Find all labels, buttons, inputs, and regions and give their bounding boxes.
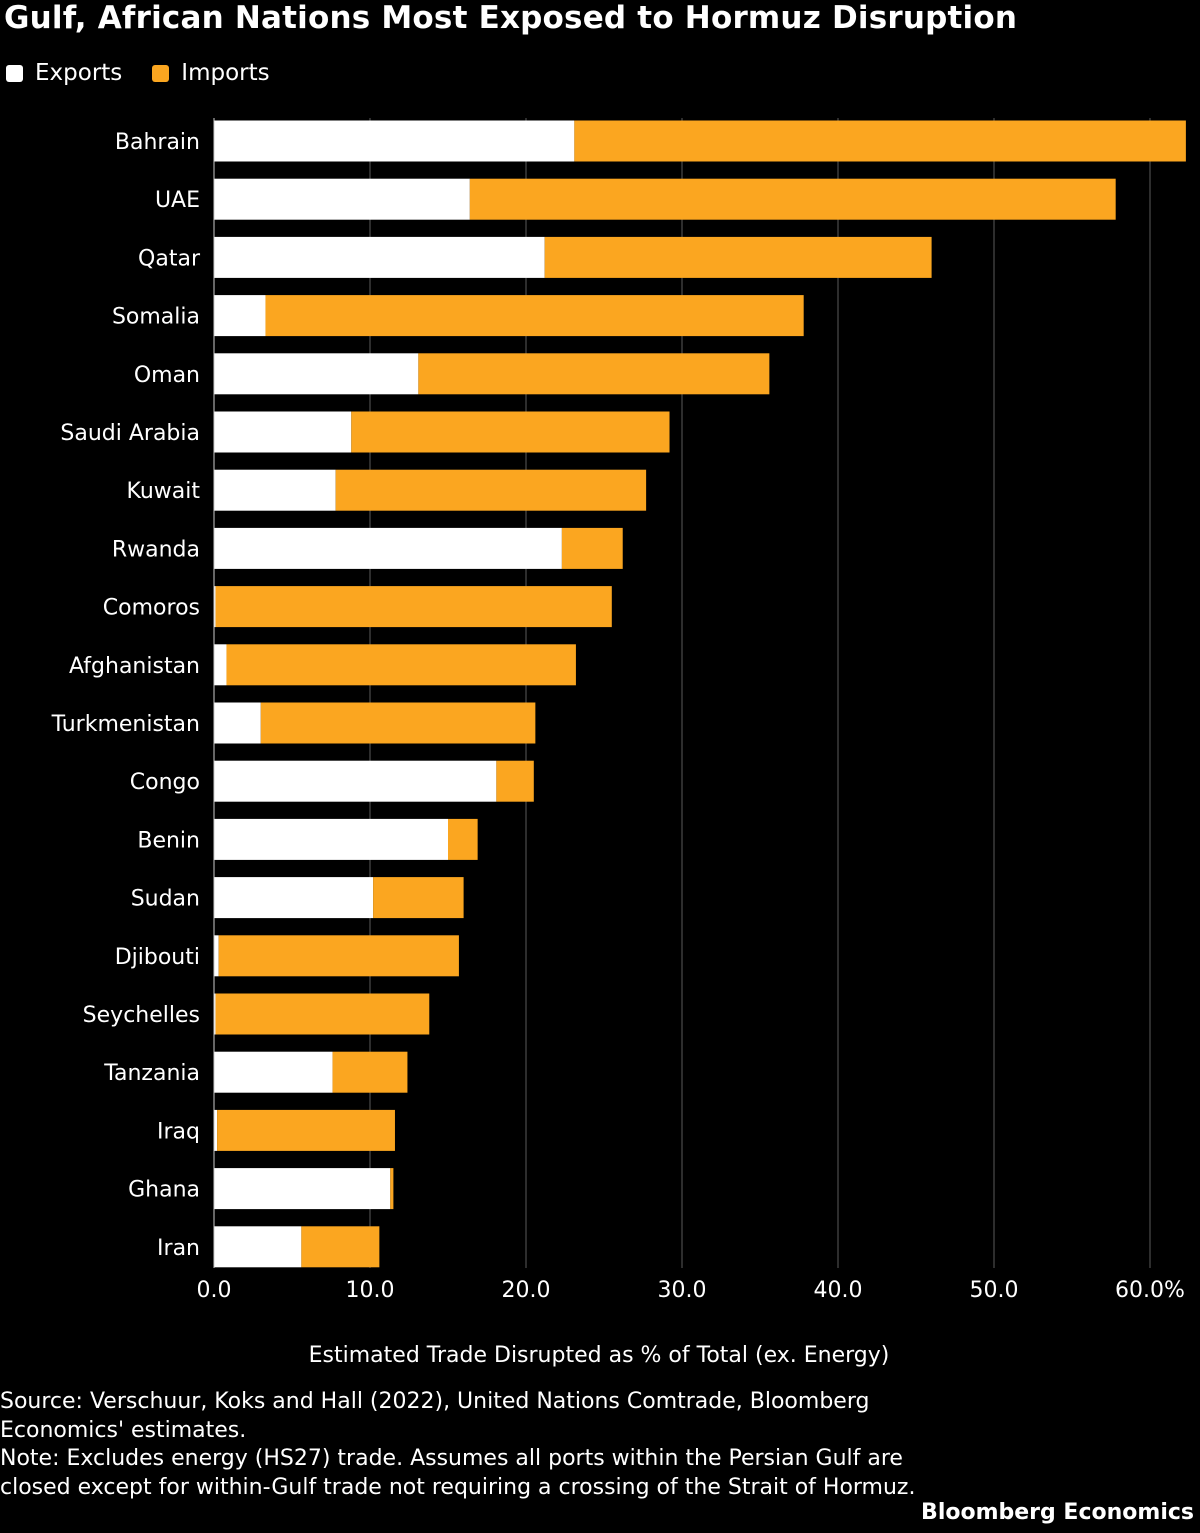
- chart-footer: Source: Verschuur, Koks and Hall (2022),…: [0, 1388, 940, 1502]
- bar-exports-djibouti: [214, 935, 219, 977]
- bar-imports-seychelles: [215, 993, 430, 1035]
- x-tick-label-6: 60.0%: [1115, 1278, 1185, 1303]
- x-tick-label-4: 40.0: [814, 1278, 863, 1303]
- category-label-djibouti: Djibouti: [115, 945, 200, 970]
- category-label-bahrain: Bahrain: [115, 130, 200, 155]
- legend-item-imports: Imports: [152, 60, 270, 86]
- bar-exports-benin: [214, 818, 448, 860]
- bar-imports-turkmenistan: [260, 702, 536, 744]
- bar-imports-djibouti: [218, 935, 459, 977]
- legend-label-exports: Exports: [35, 60, 123, 86]
- bar-imports-kuwait: [335, 469, 647, 511]
- brand-label: Bloomberg Economics: [921, 1500, 1194, 1525]
- bar-exports-ghana: [214, 1168, 391, 1210]
- bar-imports-comoros: [215, 586, 612, 628]
- category-label-somalia: Somalia: [112, 305, 200, 330]
- bar-chart: Bahrain UAE Qatar Somalia Oman Saudi Arabia Ku…: [51, 118, 1186, 1368]
- legend-item-exports: Exports: [6, 60, 122, 86]
- bar-exports-congo: [214, 760, 497, 802]
- bar-exports-somalia: [214, 295, 266, 337]
- category-label-saudi-arabia: Saudi Arabia: [60, 421, 200, 446]
- category-label-turkmenistan: Turkmenistan: [51, 712, 200, 737]
- bar-exports-qatar: [214, 236, 545, 278]
- category-label-ghana: Ghana: [128, 1178, 200, 1203]
- category-label-comoros: Comoros: [103, 596, 200, 621]
- bar-exports-rwanda: [214, 527, 562, 569]
- category-label-congo: Congo: [130, 770, 200, 795]
- bar-exports-kuwait: [214, 469, 336, 511]
- bar-imports-rwanda: [561, 527, 623, 569]
- bar-imports-qatar: [544, 236, 932, 278]
- bar-imports-congo: [496, 760, 534, 802]
- category-label-iran: Iran: [157, 1236, 200, 1261]
- x-axis-title: Estimated Trade Disrupted as % of Total …: [309, 1343, 890, 1368]
- bar-imports-bahrain: [574, 120, 1186, 162]
- category-label-oman: Oman: [134, 363, 200, 388]
- x-tick-label-0: 0.0: [197, 1278, 232, 1303]
- legend-swatch-imports: [152, 64, 170, 82]
- category-label-tanzania: Tanzania: [103, 1061, 200, 1086]
- bar-exports-oman: [214, 353, 419, 395]
- x-tick-label-2: 20.0: [502, 1278, 551, 1303]
- bar-exports-tanzania: [214, 1051, 333, 1093]
- bar-imports-benin: [448, 818, 478, 860]
- bar-imports-iraq: [217, 1109, 395, 1151]
- category-label-benin: Benin: [137, 828, 200, 853]
- legend-swatch-exports: [6, 64, 23, 82]
- bar-imports-oman: [418, 353, 770, 395]
- legend: Exports Imports: [6, 60, 300, 86]
- category-label-kuwait: Kuwait: [127, 479, 201, 504]
- category-label-afghanistan: Afghanistan: [69, 654, 200, 679]
- bar-imports-iran: [301, 1226, 380, 1268]
- category-label-qatar: Qatar: [138, 246, 201, 271]
- bar-exports-iraq: [214, 1109, 218, 1151]
- bar-imports-saudi-arabia: [351, 411, 670, 453]
- bar-exports-saudi-arabia: [214, 411, 352, 453]
- chart-title: Gulf, African Nations Most Exposed to Ho…: [4, 0, 1018, 36]
- x-tick-label-3: 30.0: [658, 1278, 707, 1303]
- category-label-iraq: Iraq: [157, 1119, 200, 1144]
- bar-imports-tanzania: [332, 1051, 408, 1093]
- category-label-rwanda: Rwanda: [112, 537, 200, 562]
- source-note: Source: Verschuur, Koks and Hall (2022),…: [0, 1389, 870, 1443]
- methodology-note: Note: Excludes energy (HS27) trade. Assu…: [0, 1446, 916, 1500]
- x-tick-label-5: 50.0: [970, 1278, 1019, 1303]
- bar-exports-bahrain: [214, 120, 575, 162]
- legend-label-imports: Imports: [181, 60, 270, 86]
- bar-exports-iran: [214, 1226, 302, 1268]
- bar-exports-turkmenistan: [214, 702, 261, 744]
- bar-exports-sudan: [214, 877, 374, 919]
- bar-imports-ghana: [390, 1168, 394, 1210]
- bar-imports-afghanistan: [226, 644, 576, 686]
- bar-imports-sudan: [373, 877, 464, 919]
- bar-exports-seychelles: [214, 993, 216, 1035]
- bar-imports-uae: [469, 178, 1116, 220]
- category-label-uae: UAE: [155, 188, 200, 213]
- bar-imports-somalia: [265, 295, 804, 337]
- category-label-sudan: Sudan: [131, 887, 200, 912]
- bar-exports-uae: [214, 178, 470, 220]
- bar-exports-comoros: [214, 586, 216, 628]
- x-tick-label-1: 10.0: [346, 1278, 395, 1303]
- category-label-seychelles: Seychelles: [83, 1003, 200, 1028]
- bar-exports-afghanistan: [214, 644, 227, 686]
